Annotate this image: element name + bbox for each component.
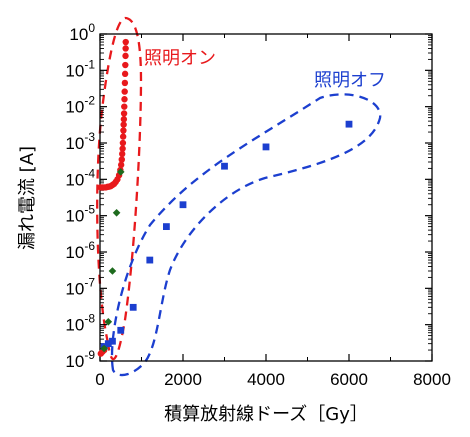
series-0-point [120,127,127,134]
series-2-point [112,208,121,217]
illumination-on-label: 照明オン [144,48,216,69]
series-0-point [120,121,127,128]
x-tick-label: 4000 [247,370,285,389]
series-1-point [163,223,170,231]
y-tick-label: 10-3 [65,130,95,153]
series-0-point [120,110,128,117]
series-0-point [121,103,128,110]
series-0-point [118,156,125,163]
x-tick-label: 6000 [330,370,368,389]
y-tick-label: 10-8 [65,312,95,335]
y-tick-labels: 100 10-1 10-2 10-3 10-4 10-5 10-6 10-7 10-8 10-9 [65,21,95,371]
y-tick-label: 10-5 [65,203,95,226]
series-2-point [100,344,108,353]
series-1-point [221,162,228,170]
series-2-point [104,317,113,326]
series-1-point [104,340,112,348]
series-0-point [121,88,128,95]
series-1-point [129,303,137,311]
y-tick-label: 10-6 [65,239,95,262]
series-0-point [119,133,127,140]
series-1-point [345,120,353,128]
series-0-point [122,52,129,60]
axis-ticks [99,33,433,362]
series-2-point [108,267,117,275]
illumination-off-outline [110,93,382,377]
series-0-point [122,61,129,69]
y-tick-label: 10-4 [65,166,95,189]
series-2-point [116,168,125,176]
series-1-point [262,143,270,151]
series-1-point [117,326,125,334]
series-0-point [117,161,125,169]
series-0-point [122,38,129,46]
series-0-point [119,139,127,147]
x-tick-labels: 0 2000 4000 6000 8000 [95,370,451,389]
series-0-point [121,70,129,78]
series-0-point [121,96,128,103]
series-0-point [122,45,129,52]
series-1-point [179,201,187,209]
series-0-point [119,145,126,152]
x-tick-label: 0 [95,370,104,389]
illumination-on-outline [96,16,143,361]
illumination-off-label: 照明オフ [314,70,386,91]
series-1-point [146,256,154,264]
data-points [97,38,353,357]
series-0-point [121,79,129,87]
series-0-point [119,150,126,158]
y-tick-label: 100 [69,21,95,44]
y-tick-label: 10-9 [65,348,95,371]
series-1-point [109,337,116,345]
y-tick-label: 10-1 [65,57,95,80]
y-tick-label: 10-7 [65,275,95,298]
y-tick-label: 10-2 [65,94,95,117]
x-tick-label: 2000 [164,370,202,389]
x-tick-label: 8000 [413,370,451,389]
series-0-point [120,116,128,123]
y-axis-title: 漏れ電流 [A] [17,146,38,250]
x-axis-title: 積算放射線ドーズ［Gy］ [164,404,368,425]
